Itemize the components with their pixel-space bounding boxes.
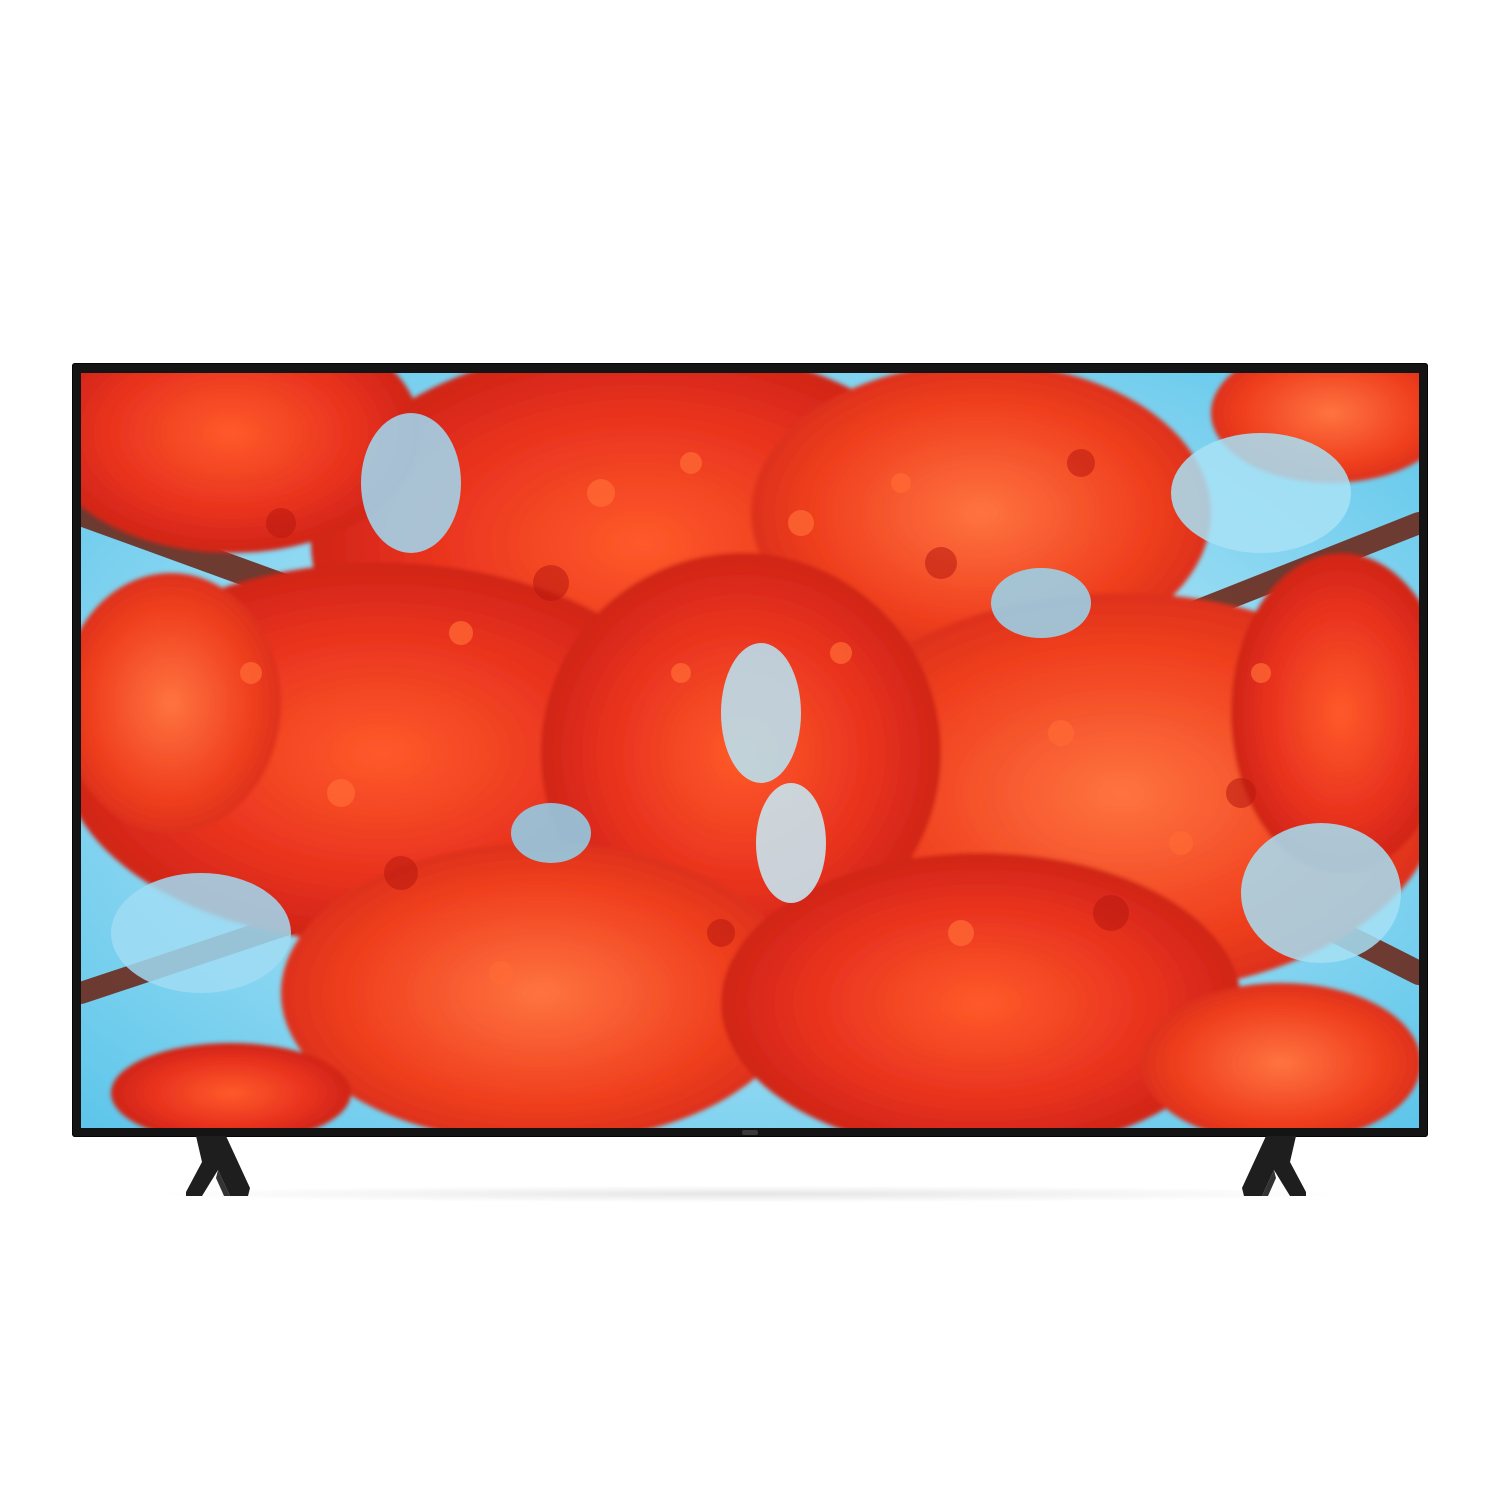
tv-screen bbox=[81, 373, 1419, 1128]
floor-shadow bbox=[170, 1186, 1330, 1202]
autumn-canopy-image bbox=[81, 373, 1419, 1128]
brand-logo-icon bbox=[742, 1130, 758, 1135]
television bbox=[72, 363, 1428, 1137]
right-stand-leg bbox=[1242, 1136, 1306, 1196]
left-stand-leg bbox=[186, 1136, 250, 1196]
